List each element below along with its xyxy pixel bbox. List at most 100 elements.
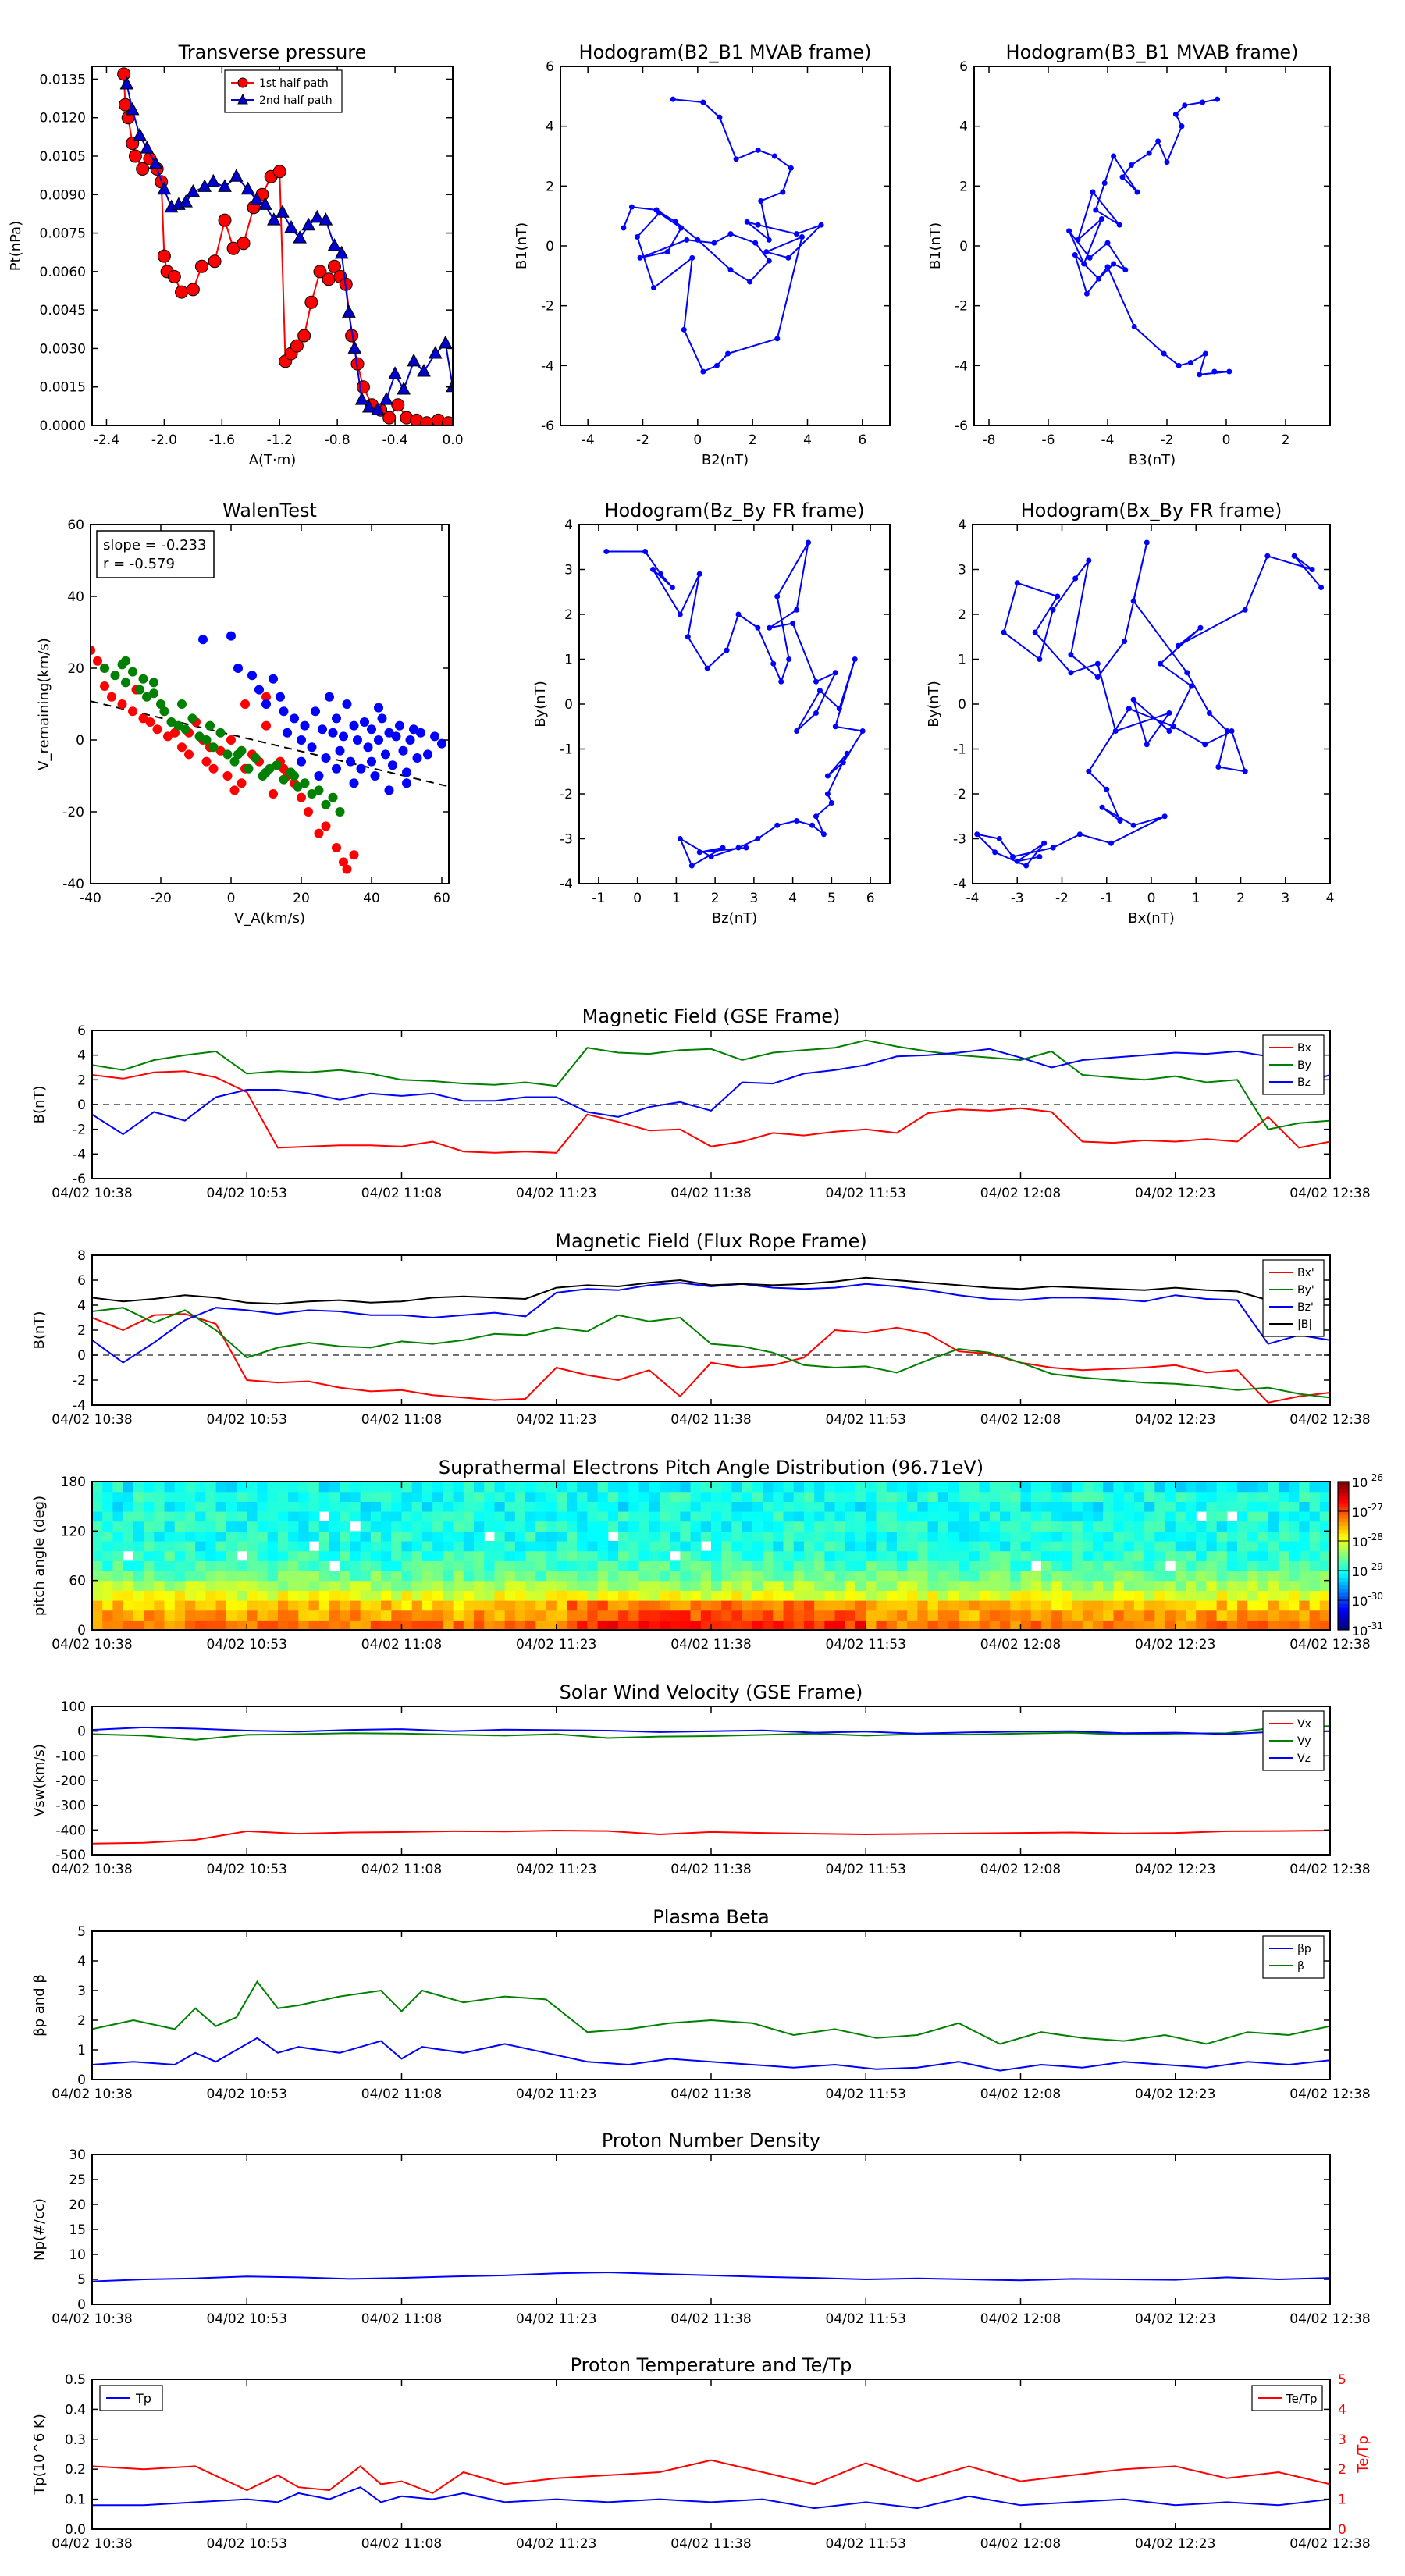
heatmap-cell [381, 1560, 392, 1571]
heatmap-cell [453, 1571, 464, 1582]
heatmap-cell [350, 1511, 361, 1522]
panel-hodogram_b3_b1: Hodogram(B3_B1 MVAB frame)-8 -6 -4 -2 0 2-6-4… [927, 41, 1331, 468]
heatmap-cell [144, 1610, 155, 1621]
data-point [1055, 593, 1061, 600]
heatmap-cell [742, 1600, 753, 1611]
heatmap-cell [226, 1501, 237, 1512]
heatmap-cell [1072, 1590, 1083, 1601]
heatmap-cell [1247, 1541, 1259, 1552]
data-point [279, 763, 289, 774]
heatmap-cell [927, 1541, 939, 1552]
heatmap-cell [360, 1501, 372, 1512]
heatmap-cell [123, 1590, 134, 1601]
heatmap-cell [247, 1521, 258, 1532]
heatmap-cell [1289, 1482, 1300, 1493]
heatmap-cell [803, 1482, 815, 1493]
colorbar-segment [1338, 1529, 1349, 1534]
heatmap-cell [1247, 1511, 1259, 1522]
colorbar-segment [1338, 1574, 1349, 1578]
heatmap-cell [989, 1541, 1001, 1552]
heatmap-cell [504, 1521, 516, 1532]
heatmap-cell [556, 1541, 567, 1552]
heatmap-cell [979, 1501, 991, 1512]
x-tick-label: 4 [803, 432, 812, 448]
heatmap-cell [277, 1610, 289, 1621]
heatmap-cell [1175, 1511, 1186, 1522]
colorbar-segment [1338, 1589, 1349, 1593]
heatmap-cell [1103, 1580, 1115, 1591]
heatmap-cell [1020, 1560, 1032, 1571]
heatmap-cell [226, 1610, 237, 1621]
heatmap-cell [1278, 1600, 1289, 1611]
heatmap-cell [866, 1531, 877, 1542]
heatmap-cell [855, 1491, 866, 1502]
heatmap-cell [1206, 1482, 1218, 1493]
heatmap-cell [1216, 1610, 1228, 1621]
heatmap-cell [102, 1610, 114, 1621]
heatmap-cell [1144, 1482, 1155, 1493]
heatmap-cell [411, 1541, 423, 1552]
data-point [409, 724, 418, 735]
heatmap-cell [112, 1590, 124, 1601]
data-point [397, 381, 411, 395]
heatmap-cell [937, 1511, 949, 1522]
heatmap-cell [1206, 1501, 1218, 1512]
heatmap-cell [638, 1600, 650, 1611]
heatmap-cell [494, 1620, 506, 1630]
heatmap-cell [979, 1491, 991, 1502]
heatmap-cell [1247, 1560, 1259, 1571]
data-point [318, 724, 327, 735]
y-axis-label: Pt(nPa) [8, 221, 24, 271]
data-point [353, 735, 362, 745]
heatmap-cell [896, 1571, 908, 1582]
heatmap-cell [422, 1511, 433, 1522]
heatmap-cell [144, 1590, 155, 1601]
heatmap-cell [1257, 1610, 1269, 1621]
heatmap-cell [133, 1560, 144, 1571]
data-point [1226, 368, 1232, 375]
heatmap-cell [700, 1482, 712, 1493]
heatmap-cell [391, 1550, 403, 1561]
heatmap-cell [752, 1541, 763, 1552]
heatmap-cell [257, 1511, 269, 1522]
x-tick-label: 04/02 12:08 [980, 2536, 1061, 2552]
heatmap-cell [937, 1482, 949, 1493]
heatmap-cell [411, 1511, 423, 1522]
heatmap-cell [742, 1511, 753, 1522]
heatmap-cell [638, 1550, 650, 1561]
heatmap-cell [298, 1550, 310, 1561]
heatmap-cell [690, 1511, 702, 1522]
heatmap-cell [1103, 1511, 1115, 1522]
heatmap-cell [1010, 1541, 1022, 1552]
heatmap-cell [937, 1550, 949, 1561]
data-point [384, 728, 394, 738]
heatmap-cell [401, 1482, 413, 1493]
heatmap-cell [1226, 1550, 1238, 1561]
heatmap-cell [855, 1521, 866, 1532]
heatmap-cell [329, 1491, 340, 1502]
heatmap-cell [1000, 1511, 1011, 1522]
series-line-0 [92, 1829, 1330, 1845]
data-point [170, 728, 180, 738]
data-point [201, 735, 212, 745]
data-point [240, 699, 250, 709]
heatmap-cell [917, 1610, 929, 1621]
data-point [774, 593, 781, 600]
data-point [361, 399, 376, 413]
data-point [119, 76, 134, 90]
y-tick-label: 0.3 [65, 2432, 86, 2448]
panel-transverse_pressure: Transverse pressure-2.4 -2.0 -1.6 -1.2 -0.8-… [8, 41, 464, 468]
heatmap-cell [607, 1610, 619, 1621]
data-point [828, 800, 834, 806]
heatmap-cell [979, 1550, 991, 1561]
data-point [91, 646, 95, 655]
data-point [261, 699, 271, 709]
heatmap-cell [1309, 1501, 1321, 1512]
heatmap-cell [845, 1511, 856, 1522]
x-tick-label: 04/02 11:53 [826, 1637, 906, 1653]
heatmap-cell [1062, 1610, 1073, 1621]
heatmap-cell [102, 1590, 114, 1601]
heatmap-cell [763, 1511, 774, 1522]
heatmap-cell [391, 1560, 403, 1571]
heatmap-cell [659, 1482, 670, 1493]
